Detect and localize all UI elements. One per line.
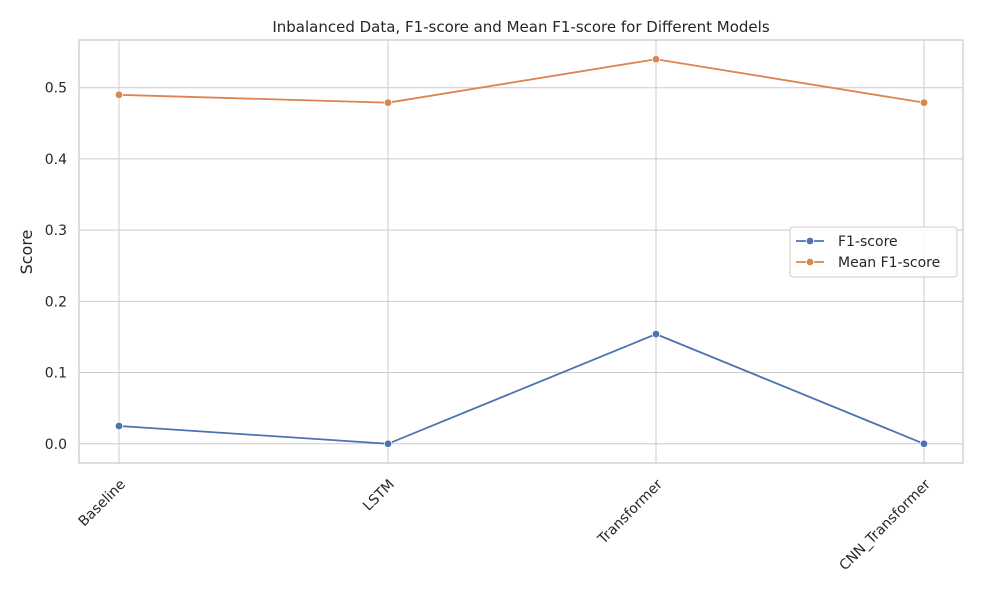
y-tick-label: 0.4	[45, 152, 67, 168]
data-point	[651, 329, 661, 339]
series-line	[118, 333, 925, 445]
legend-marker	[805, 257, 815, 267]
chart-title: Inbalanced Data, F1-score and Mean F1-sc…	[272, 18, 769, 36]
y-tick-label: 0.3	[45, 223, 67, 239]
plot-area-frame	[78, 39, 964, 464]
legend-entries: F1-score Mean F1-score	[796, 234, 940, 271]
legend-marker	[805, 236, 815, 246]
legend-box	[789, 226, 958, 278]
legend-entry: F1-score	[796, 234, 898, 250]
y-tick-label: 0.5	[45, 81, 67, 97]
y-tick-label: 0.1	[45, 366, 67, 382]
data-point	[383, 439, 393, 448]
x-tick-label: Baseline	[76, 477, 129, 530]
x-tick-label: LSTM	[360, 477, 398, 515]
y-tick-label: 0.0	[45, 437, 67, 453]
y-axis-ticks: 0.0 0.1 0.2 0.3 0.4 0.5	[45, 81, 67, 453]
x-tick-label: CNN_Transformer	[837, 476, 935, 574]
legend-entry: Mean F1-score	[796, 255, 940, 271]
y-tick-label: 0.2	[45, 294, 67, 310]
series-line	[118, 58, 925, 104]
legend: F1-score Mean F1-score	[789, 226, 958, 278]
data-point	[651, 55, 661, 64]
data-point	[383, 98, 393, 107]
grid-lines	[79, 40, 963, 463]
x-axis-ticks: Baseline LSTM Transformer CNN_Transformer	[76, 476, 934, 574]
series-layer	[114, 55, 929, 448]
series-mean-f1-score	[114, 55, 929, 107]
series-f1-score	[114, 329, 929, 448]
data-point	[114, 421, 124, 431]
legend-label: F1-score	[838, 234, 898, 250]
data-point	[919, 98, 929, 107]
data-point	[114, 90, 124, 100]
x-tick-label: Transformer	[594, 476, 666, 548]
legend-label: Mean F1-score	[838, 255, 940, 271]
y-axis-label: Score	[17, 230, 36, 275]
data-point	[919, 439, 929, 448]
